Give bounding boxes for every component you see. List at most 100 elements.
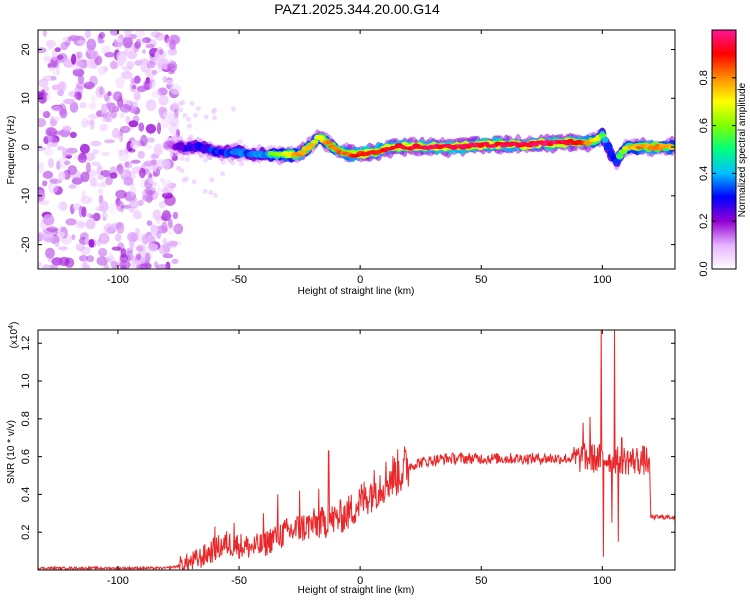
noise-blob: [78, 205, 84, 218]
noise-blob: [91, 94, 97, 103]
noise-blob: [125, 254, 131, 262]
noise-blob: [168, 39, 176, 50]
noise-blob: [80, 196, 93, 205]
noise-blob: [145, 123, 157, 134]
noise-blob: [161, 187, 170, 194]
noise-blob: [136, 85, 147, 93]
noise-blob: [128, 200, 140, 209]
noise-blob: [124, 30, 132, 38]
x-tick-label: -100: [107, 274, 129, 286]
noise-blob: [136, 231, 144, 243]
noise-blob: [68, 35, 80, 41]
noise-blob: [177, 101, 183, 107]
noise-blob: [157, 87, 168, 96]
noise-blob: [72, 203, 83, 211]
ridge-cell: [612, 158, 622, 165]
noise-blob: [89, 75, 98, 87]
noise-blob: [186, 116, 192, 122]
noise-blob: [162, 253, 174, 259]
ridge-cell: [592, 137, 601, 142]
noise-blob: [142, 188, 154, 200]
noise-blob: [116, 166, 126, 174]
noise-blob: [80, 246, 91, 255]
noise-blob: [133, 75, 141, 84]
noise-blob: [129, 81, 137, 93]
noise-blob: [156, 185, 161, 196]
snr-y-multiplier: (x104): [8, 322, 20, 349]
noise-blob: [50, 116, 55, 127]
noise-blob: [212, 115, 218, 121]
spectrogram-frame: [37, 29, 676, 270]
noise-blob: [42, 170, 54, 179]
noise-blob: [84, 152, 96, 161]
noise-blob: [156, 264, 168, 269]
ridge-cell: [601, 137, 609, 143]
noise-blob: [108, 252, 114, 262]
noise-blob: [145, 252, 151, 265]
noise-blob: [45, 39, 57, 48]
noise-blob: [144, 186, 157, 195]
noise-blob: [38, 47, 47, 54]
noise-blob: [193, 112, 198, 118]
noise-blob: [136, 38, 142, 46]
y-tick-label: 10: [20, 92, 32, 104]
noise-blob: [89, 176, 97, 187]
noise-blob: [164, 79, 175, 86]
noise-blob: [43, 86, 50, 92]
noise-blob: [109, 172, 118, 179]
noise-blob: [42, 264, 51, 269]
noise-blob: [85, 218, 96, 230]
noise-blob: [75, 220, 86, 230]
noise-blob: [100, 170, 111, 178]
noise-blob: [202, 188, 208, 194]
noise-blob: [72, 68, 85, 77]
colorbar-tick-label: 0.2: [698, 214, 710, 229]
noise-blob: [129, 206, 135, 213]
noise-blob: [116, 200, 124, 212]
colorbar-gradient: [712, 30, 736, 269]
noise-blob: [135, 244, 147, 252]
noise-blob: [152, 172, 158, 177]
noise-blob: [71, 177, 83, 185]
noise-blob: [42, 54, 50, 64]
noise-blob: [69, 101, 79, 113]
noise-blob: [43, 75, 54, 82]
noise-blob: [161, 192, 173, 199]
noise-blob: [157, 58, 169, 70]
noise-blob: [46, 127, 57, 137]
noise-blob: [115, 77, 125, 89]
snr-y-ticks: 0.2 0.4 0.6 0.8 1.0 1.2: [20, 336, 675, 540]
x-tick-label: 0: [357, 274, 363, 286]
noise-blob: [119, 254, 129, 263]
noise-blob: [182, 112, 188, 118]
noise-blob: [38, 146, 46, 152]
noise-blob: [77, 75, 85, 84]
colorbar-ticks: 0.0 0.2 0.4 0.6 0.8: [698, 70, 736, 277]
noise-blob: [42, 180, 48, 187]
noise-blob: [92, 149, 100, 155]
noise-blob: [122, 36, 133, 49]
noise-blob: [97, 39, 105, 44]
ridge-cell: [298, 150, 308, 155]
noise-blob: [136, 264, 146, 269]
noise-blob: [135, 30, 145, 39]
x-tick-label: -50: [231, 274, 247, 286]
noise-blob: [145, 79, 155, 84]
noise-blob: [150, 31, 162, 38]
noise-blob: [142, 37, 152, 44]
noise-blob: [133, 91, 141, 101]
noise-blob: [38, 232, 44, 242]
noise-blob: [145, 77, 151, 84]
noise-blob: [120, 265, 127, 269]
noise-blob: [118, 150, 130, 162]
noise-blob: [81, 206, 87, 218]
noise-blob: [130, 140, 138, 149]
colorbar-tick-label: 0.4: [698, 166, 710, 181]
snr-y-label: SNR (10 * v/v): [6, 420, 17, 484]
noise-blob: [42, 214, 55, 226]
y-tick-label: -10: [20, 188, 32, 204]
noise-blob: [151, 90, 161, 98]
noise-blob: [57, 89, 64, 97]
chart-title: PAZ1.2025.344.20.00.G14: [274, 1, 440, 17]
noise-blob: [56, 160, 61, 170]
